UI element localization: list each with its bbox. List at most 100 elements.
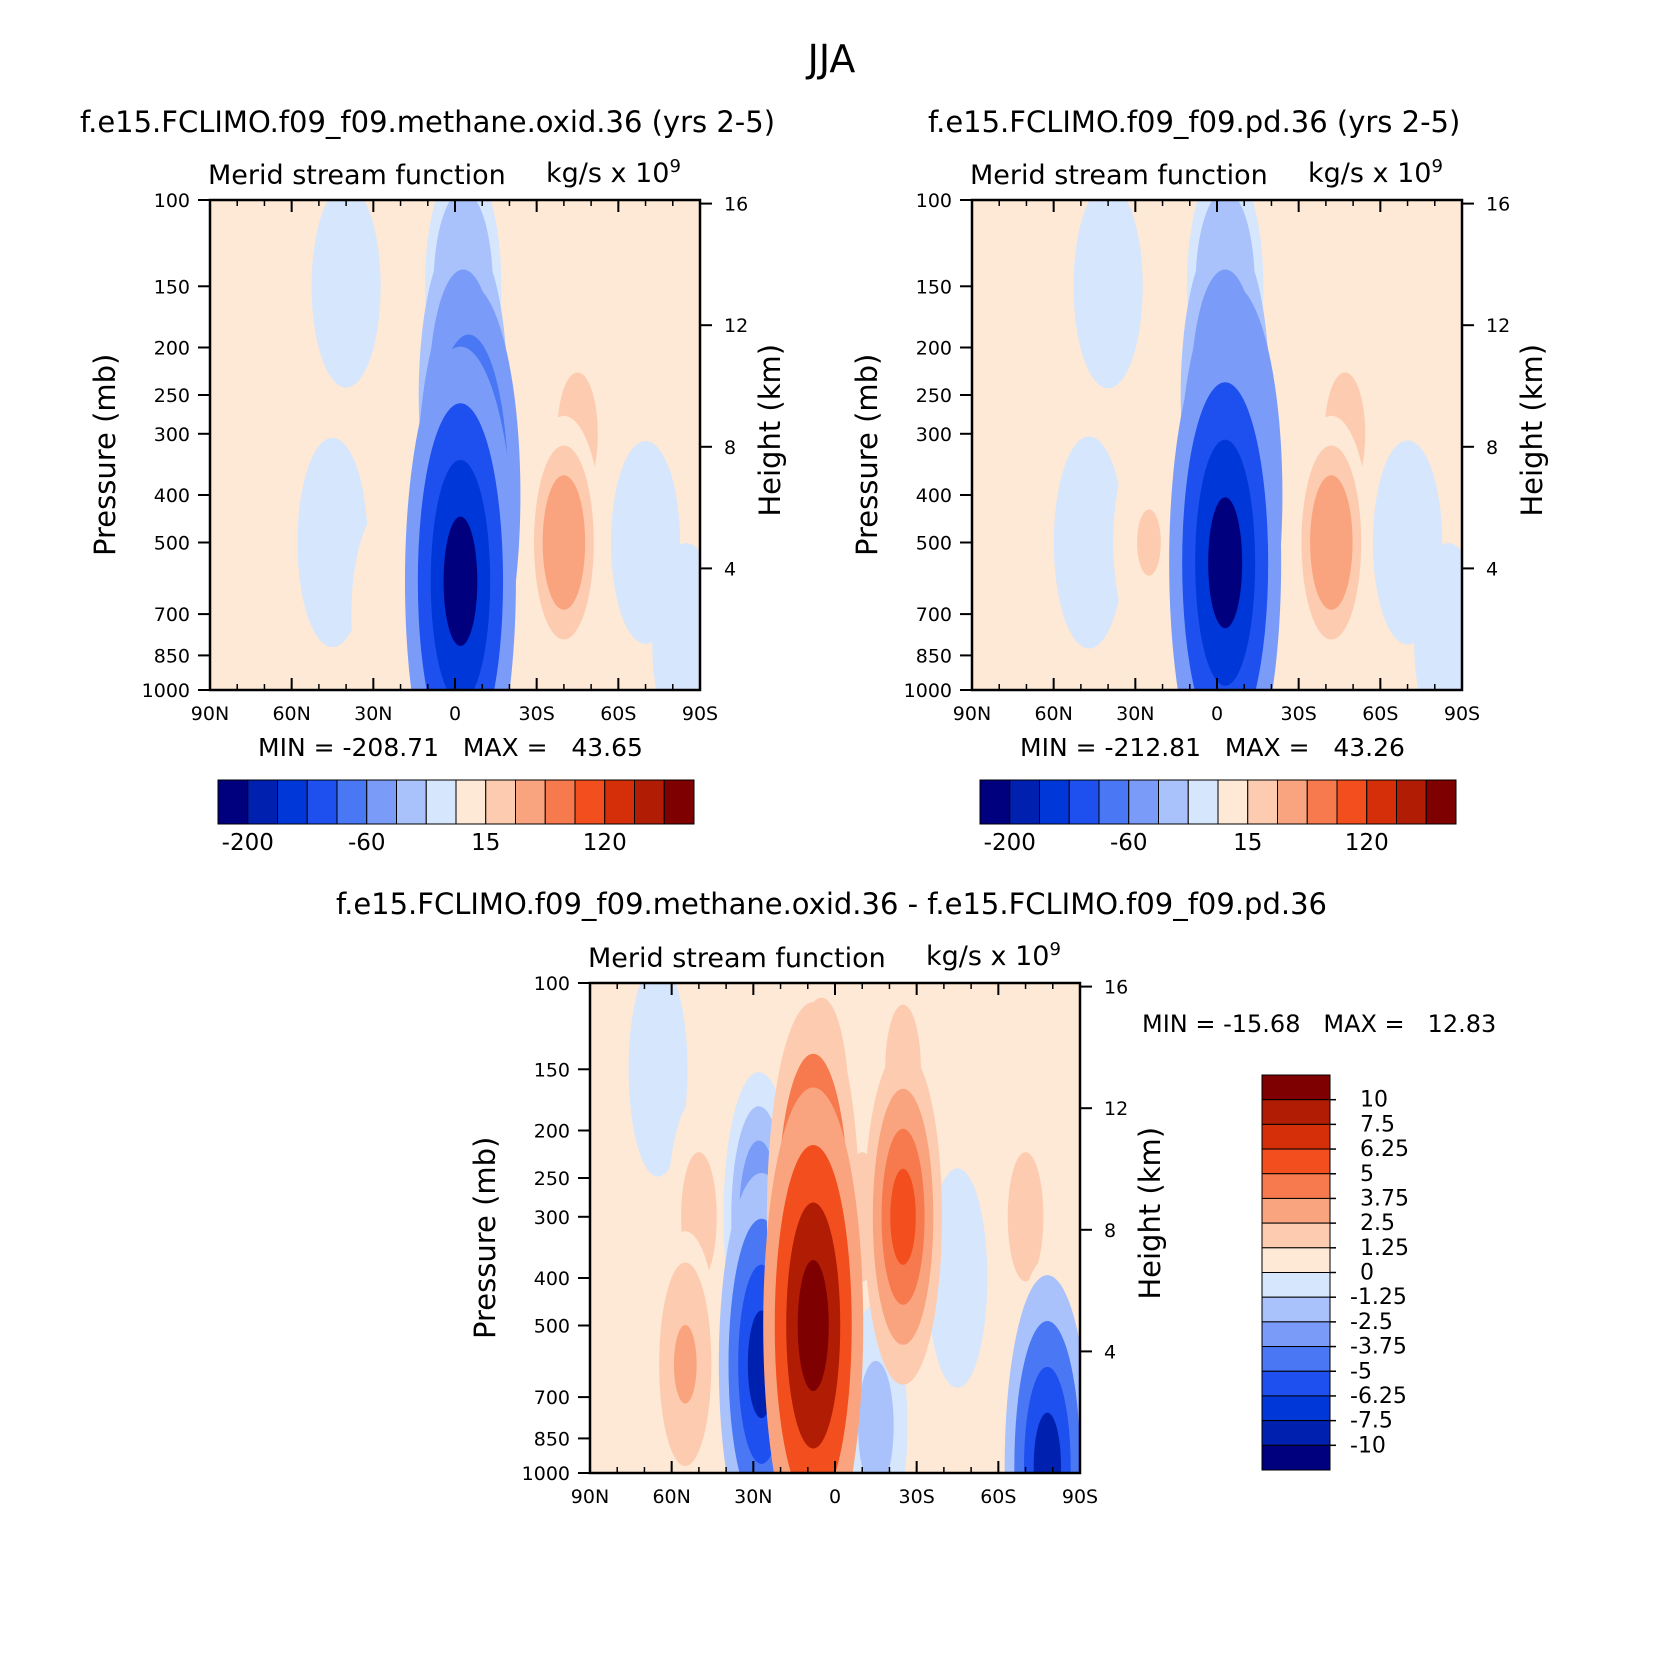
y-tick-label: 150 bbox=[534, 1059, 570, 1081]
colorbar-swatch bbox=[396, 779, 427, 825]
panel-b-field-cell bbox=[1436, 611, 1460, 674]
y2-tick-label: 8 bbox=[1104, 1220, 1116, 1242]
colorbar-swatch bbox=[544, 779, 576, 825]
x-tick-label: 90S bbox=[682, 703, 718, 725]
y-axis-label: Pressure (mb) bbox=[88, 354, 122, 556]
panel-c-units-text: kg/s x 10 bbox=[926, 941, 1050, 972]
colorbar-label: 10 bbox=[1360, 1088, 1388, 1113]
colorbar-swatch bbox=[1261, 1099, 1331, 1125]
panel-c-field-cell bbox=[1014, 1180, 1037, 1254]
panel-b-field-label: Merid stream function bbox=[970, 160, 1268, 191]
y2-tick-label: 8 bbox=[1486, 437, 1498, 459]
panel-a-units: kg/s x 109 bbox=[546, 156, 681, 188]
panel-c-field-cell bbox=[797, 1259, 829, 1391]
colorbar-swatch bbox=[1261, 1444, 1331, 1471]
panel-a-field-cell bbox=[334, 254, 358, 318]
y2-tick-label: 4 bbox=[724, 558, 736, 580]
colorbar-label: 120 bbox=[583, 830, 627, 856]
x-tick-label: 0 bbox=[1211, 703, 1223, 725]
y2-tick-label: 12 bbox=[1104, 1098, 1128, 1120]
colorbar-swatch bbox=[1039, 779, 1070, 825]
colorbar-swatch bbox=[1187, 779, 1219, 825]
panel-c-title: f.e15.FCLIMO.f09_f09.methane.oxid.36 - f… bbox=[336, 887, 1327, 921]
colorbar-swatch bbox=[1261, 1074, 1331, 1101]
colorbar-swatch bbox=[1261, 1296, 1331, 1323]
x-tick-label: 90N bbox=[191, 703, 229, 725]
panel-c-field-cell bbox=[647, 1036, 669, 1103]
colorbar-swatch bbox=[455, 779, 487, 825]
panel-b-field-cell bbox=[1395, 510, 1420, 574]
panel-b-units-exponent: 9 bbox=[1431, 156, 1443, 177]
colorbar-swatch bbox=[1261, 1197, 1331, 1224]
x-tick-label: 0 bbox=[829, 1486, 841, 1508]
panel-a-units-exponent: 9 bbox=[669, 156, 681, 177]
y-tick-label: 200 bbox=[534, 1121, 570, 1143]
panel-c-colorbar: 107.56.2553.752.51.250-1.25-2.5-3.75-5-6… bbox=[1261, 1074, 1409, 1471]
colorbar-swatch bbox=[1217, 779, 1249, 825]
y-tick-label: 400 bbox=[534, 1268, 570, 1290]
colorbar-swatch bbox=[1261, 1346, 1331, 1372]
x-tick-label: 60N bbox=[652, 1486, 690, 1508]
y-tick-label: 700 bbox=[916, 604, 952, 626]
y-tick-label: 250 bbox=[534, 1168, 570, 1190]
x-tick-label: 90S bbox=[1062, 1486, 1098, 1508]
colorbar-swatch bbox=[1261, 1173, 1331, 1199]
x-tick-label: 30S bbox=[1281, 703, 1317, 725]
panel-c-field-cell bbox=[590, 1293, 601, 1358]
colorbar-swatch bbox=[1277, 779, 1308, 825]
y-tick-label: 300 bbox=[154, 424, 190, 446]
y-tick-label: 500 bbox=[154, 532, 190, 554]
panel-b-field-cell bbox=[1077, 509, 1101, 575]
y-tick-label: 200 bbox=[916, 338, 952, 360]
y-tick-label: 300 bbox=[534, 1207, 570, 1229]
y-tick-label: 250 bbox=[916, 385, 952, 407]
x-tick-label: 90N bbox=[953, 703, 991, 725]
colorbar-swatch bbox=[485, 779, 516, 825]
y2-tick-label: 8 bbox=[724, 437, 736, 459]
y-tick-label: 700 bbox=[154, 604, 190, 626]
y-tick-label: 1000 bbox=[522, 1463, 570, 1485]
panel-c-field-cell bbox=[890, 1168, 916, 1265]
colorbar-swatch bbox=[1261, 1272, 1331, 1298]
colorbar-swatch bbox=[1128, 779, 1159, 825]
panel-b-plot: 90N 60N 30N 0 30S 60S 90S 100 150 200 250 300 400 500… bbox=[850, 190, 1549, 725]
y-tick-label: 850 bbox=[916, 645, 952, 667]
colorbar-swatch bbox=[336, 779, 368, 825]
colorbar-label: 7.5 bbox=[1360, 1112, 1395, 1137]
panel-a-field-cell bbox=[633, 511, 658, 574]
colorbar-label: -200 bbox=[984, 830, 1036, 856]
colorbar-swatch bbox=[1098, 779, 1130, 825]
colorbar-swatch bbox=[306, 779, 338, 825]
panel-c-field-label: Merid stream function bbox=[588, 943, 886, 974]
y-tick-label: 500 bbox=[916, 532, 952, 554]
colorbar-swatch bbox=[1247, 779, 1278, 825]
panel-a-field-label: Merid stream function bbox=[208, 160, 506, 191]
panel-b-field-cell bbox=[1096, 254, 1120, 318]
panel-b-field-cell bbox=[1001, 658, 1025, 690]
colorbar-swatch bbox=[1068, 779, 1100, 825]
y-tick-label: 500 bbox=[534, 1315, 570, 1337]
panel-a-field-cell bbox=[443, 516, 478, 646]
colorbar-swatch bbox=[1261, 1222, 1331, 1249]
y2-axis-label: Height (km) bbox=[753, 344, 787, 517]
y2-tick-label: 12 bbox=[1486, 315, 1510, 337]
x-tick-label: 90N bbox=[571, 1486, 609, 1508]
y-tick-label: 100 bbox=[154, 190, 190, 212]
panel-c-units-exponent: 9 bbox=[1049, 939, 1061, 960]
colorbar-label: -7.5 bbox=[1350, 1409, 1393, 1434]
colorbar-swatch bbox=[1009, 779, 1040, 825]
panel-b-field-cell bbox=[1208, 497, 1243, 629]
panel-b-colorbar: -200 -60 15 120 bbox=[979, 779, 1457, 856]
y-axis-label: Pressure (mb) bbox=[850, 354, 884, 556]
x-tick-label: 0 bbox=[449, 703, 461, 725]
panel-a-field-cell bbox=[320, 510, 345, 575]
colorbar-label: 120 bbox=[1345, 830, 1389, 856]
panel-a-field-cell bbox=[674, 611, 698, 674]
panel-b-field-cell bbox=[1137, 509, 1161, 576]
panel-c-field-cell bbox=[1033, 1412, 1061, 1473]
y-tick-label: 250 bbox=[154, 385, 190, 407]
y-tick-label: 1000 bbox=[904, 680, 952, 702]
colorbar-swatch bbox=[515, 779, 546, 825]
x-tick-label: 60S bbox=[600, 703, 636, 725]
